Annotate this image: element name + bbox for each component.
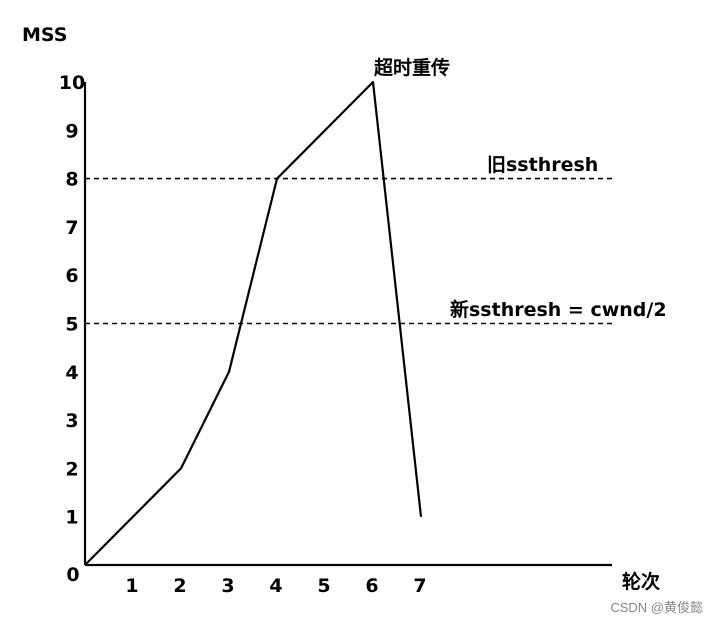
x-tick-label: 3 [221, 575, 234, 597]
reference-lines [85, 177, 612, 325]
x-tick-label: 5 [317, 575, 330, 597]
y-axis-label: MSS [22, 24, 67, 46]
x-tick-label: 2 [173, 575, 186, 597]
watermark: CSDN @黄俊懿 [610, 600, 703, 615]
y-tick-label: 10 [59, 72, 85, 94]
annotations: 旧ssthresh 新ssthresh = cwnd/2 超时重传 [373, 56, 667, 321]
reference-line-label: 旧ssthresh [487, 154, 598, 176]
x-axis-label: 轮次 [622, 570, 660, 593]
y-tick-label: 8 [65, 169, 78, 191]
x-tick-labels: 1 2 3 4 5 6 7 [125, 575, 426, 597]
y-tick-label: 5 [65, 314, 78, 336]
y-tick-label: 7 [65, 217, 78, 239]
y-tick-label: 4 [65, 362, 78, 384]
y-tick-label: 3 [65, 410, 78, 432]
origin-label: 0 [66, 564, 79, 586]
y-tick-labels: 1 2 3 4 5 6 7 8 9 10 [59, 72, 85, 529]
reference-line-label: 新ssthresh = cwnd/2 [450, 298, 667, 321]
y-tick-label: 9 [65, 120, 78, 142]
x-tick-label: 4 [269, 575, 282, 597]
y-tick-label: 1 [65, 507, 78, 529]
axes [83, 82, 612, 567]
y-tick-label: 2 [65, 458, 78, 480]
x-tick-label: 7 [413, 575, 426, 597]
x-tick-label: 6 [365, 575, 378, 597]
peak-annotation: 超时重传 [373, 56, 450, 79]
series-line [84, 80, 423, 566]
series-lines [84, 80, 423, 566]
y-tick-label: 6 [65, 265, 78, 287]
x-tick-label: 1 [125, 575, 138, 597]
